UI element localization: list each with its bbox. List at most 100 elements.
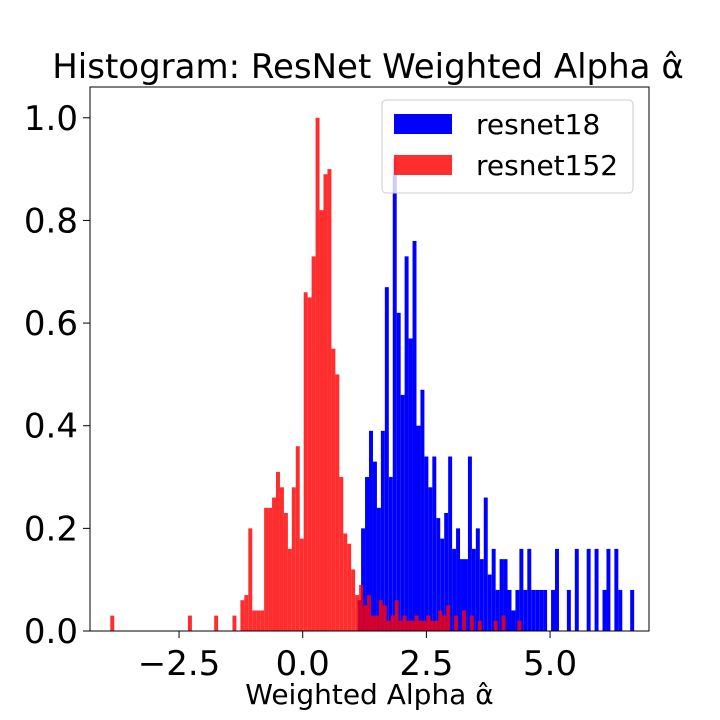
y-tick-label: 1.0 (24, 99, 78, 139)
series-resnet152 (110, 117, 522, 632)
resnet18-bar-27 (463, 559, 468, 631)
resnet152-bar-42 (390, 615, 395, 631)
resnet18-bar-6 (380, 430, 385, 631)
resnet18-bar-25 (456, 528, 461, 631)
resnet152-bar-34 (359, 584, 364, 631)
chart-title: Histogram: ResNet Weighted Alpha α̂ (52, 47, 684, 87)
resnet152-bar-5 (244, 595, 249, 631)
resnet152-bar-61 (493, 620, 498, 631)
resnet18-bar-38 (507, 589, 512, 631)
resnet18-bar-16 (420, 389, 425, 631)
resnet18-bar-58 (630, 589, 635, 631)
resnet18-bar-45 (535, 589, 540, 631)
resnet152-bar-27 (331, 348, 336, 631)
resnet152-bar-2 (214, 615, 219, 631)
resnet152-bar-48 (414, 615, 419, 631)
resnet152-bar-4 (240, 600, 245, 631)
y-tick-label: 0.2 (24, 509, 78, 549)
series-resnet18 (357, 158, 635, 631)
resnet18-bar-21 (440, 538, 445, 631)
resnet152-bar-0 (110, 615, 115, 631)
legend: resnet18 resnet152 (381, 99, 634, 194)
y-tick-label: 0.6 (24, 304, 78, 344)
resnet152-bar-14 (279, 487, 284, 631)
resnet152-bar-60 (477, 620, 482, 631)
resnet152-bar-8 (256, 610, 261, 631)
resnet18-bar-23 (448, 456, 453, 631)
legend-label-resnet18: resnet18 (476, 108, 600, 141)
resnet152-bar-52 (430, 620, 435, 631)
legend-label-resnet152: resnet152 (476, 149, 618, 182)
bars-layer (110, 117, 635, 632)
resnet18-bar-14 (412, 240, 417, 631)
resnet18-bar-47 (543, 589, 548, 631)
resnet18-bar-29 (471, 548, 476, 631)
resnet152-bar-32 (351, 569, 356, 631)
resnet152-bar-46 (406, 620, 411, 631)
y-axis-ticks: 0.0 0.2 0.4 0.6 0.8 1.0 (24, 99, 90, 652)
resnet18-bar-57 (618, 589, 623, 631)
resnet152-bar-11 (268, 507, 273, 631)
resnet152-bar-16 (287, 548, 292, 631)
resnet152-bar-9 (260, 610, 265, 631)
legend-swatch-resnet152 (394, 155, 452, 175)
resnet152-bar-30 (343, 533, 348, 631)
resnet18-bar-46 (539, 589, 544, 631)
resnet18-bar-10 (396, 312, 401, 631)
resnet18-bar-33 (487, 574, 492, 631)
resnet152-bar-15 (283, 512, 288, 631)
resnet152-bar-13 (276, 471, 280, 631)
resnet18-bar-30 (475, 528, 480, 631)
resnet18-bar-37 (503, 559, 508, 631)
resnet152-bar-31 (347, 543, 352, 631)
resnet152-bar-50 (422, 620, 427, 631)
resnet152-bar-28 (335, 374, 340, 631)
resnet152-bar-23 (315, 117, 320, 632)
resnet152-bar-36 (367, 595, 371, 631)
resnet152-bar-25 (323, 174, 328, 631)
y-tick-label: 0.4 (24, 407, 78, 447)
resnet152-bar-44 (398, 620, 403, 631)
resnet18-bar-54 (602, 589, 607, 631)
resnet18-bar-55 (606, 548, 611, 631)
y-tick-label: 0.8 (24, 201, 78, 241)
resnet18-bar-44 (531, 589, 536, 631)
resnet18-bar-34 (491, 548, 496, 631)
resnet18-bar-9 (392, 158, 397, 631)
resnet18-bar-49 (555, 548, 559, 631)
x-axis-label: Weighted Alpha α̂ (245, 678, 493, 711)
resnet152-bar-29 (339, 477, 344, 631)
resnet152-bar-26 (327, 169, 332, 632)
resnet18-bar-17 (424, 456, 429, 631)
resnet18-bar-43 (527, 548, 532, 631)
plot-frame (89, 86, 650, 632)
resnet18-bar-51 (574, 548, 579, 631)
resnet152-bar-58 (462, 610, 466, 631)
resnet18-bar-36 (499, 559, 504, 631)
resnet18-bar-24 (452, 548, 457, 631)
resnet18-bar-52 (586, 548, 591, 631)
resnet152-bar-41 (386, 620, 391, 631)
resnet18-bar-2 (365, 477, 370, 631)
resnet18-bar-7 (384, 287, 389, 631)
resnet152-bar-21 (307, 297, 312, 631)
resnet152-bar-40 (382, 605, 387, 631)
resnet18-bar-22 (444, 512, 449, 631)
resnet152-bar-6 (248, 528, 253, 631)
resnet152-bar-7 (252, 610, 257, 631)
x-tick-label: −2.5 (138, 644, 221, 684)
resnet18-bar-20 (436, 518, 441, 631)
resnet152-bar-37 (370, 615, 375, 631)
resnet152-bar-39 (378, 600, 383, 631)
resnet152-bar-19 (299, 538, 304, 631)
resnet18-bar-26 (460, 559, 464, 631)
resnet18-bar-13 (408, 338, 413, 631)
resnet18-bar-11 (400, 394, 405, 631)
resnet152-bar-1 (187, 615, 192, 631)
resnet152-bar-49 (418, 620, 423, 631)
resnet18-bar-1 (361, 528, 366, 631)
resnet152-bar-47 (410, 620, 415, 631)
resnet152-bar-62 (501, 615, 506, 631)
resnet152-bar-10 (264, 507, 269, 631)
resnet18-bar-12 (404, 256, 409, 631)
